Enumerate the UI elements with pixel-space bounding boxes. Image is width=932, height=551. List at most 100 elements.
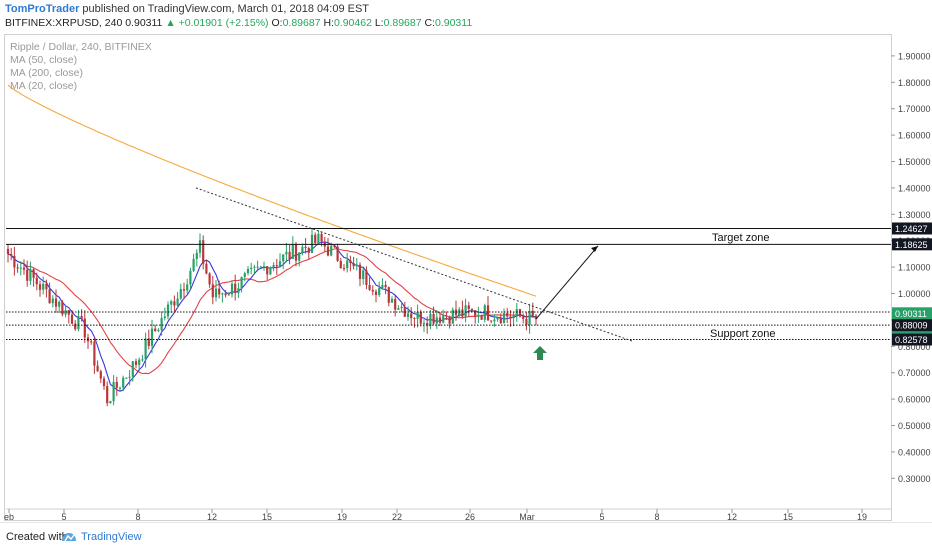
- projection-arrowhead: [591, 245, 598, 252]
- y-tick-label: 1.70000: [898, 104, 931, 114]
- candle-body: [234, 283, 237, 293]
- legend-ma200[interactable]: MA (200, close): [10, 67, 83, 79]
- trendline: [195, 187, 633, 342]
- candle: [166, 301, 170, 320]
- candle-body: [477, 314, 480, 317]
- time-axis[interactable]: eb 5 8 12 15 19 22 26 Mar 5 8 12 15 19: [4, 508, 891, 522]
- candle-body: [275, 265, 278, 267]
- candle: [480, 314, 483, 320]
- candle: [147, 329, 150, 350]
- candle-body: [410, 313, 413, 319]
- candle-body: [358, 264, 362, 279]
- candle-body: [394, 298, 397, 310]
- candle: [259, 265, 262, 268]
- candle-body: [10, 254, 13, 256]
- candle-body: [205, 263, 208, 274]
- candle: [227, 292, 230, 296]
- candle-body: [182, 289, 186, 291]
- candle: [256, 260, 259, 272]
- created-with-text: Created with: [6, 531, 68, 543]
- candle: [48, 282, 51, 304]
- author-link[interactable]: TomProTrader: [5, 3, 80, 15]
- candle-body: [131, 361, 134, 377]
- legend-ma50[interactable]: MA (50, close): [10, 54, 78, 66]
- candle: [291, 236, 294, 260]
- candle-body: [512, 315, 515, 319]
- candle: [352, 256, 355, 270]
- candle-body: [122, 377, 125, 388]
- candle: [38, 280, 42, 297]
- candle: [502, 308, 506, 324]
- high-label: H:: [323, 17, 334, 29]
- candle: [394, 294, 397, 317]
- price-axis[interactable]: 0.30000 0.40000 0.50000 0.60000 0.70000 0.800…: [891, 51, 931, 484]
- x-tick-label: 19: [337, 512, 347, 522]
- candle: [224, 290, 227, 298]
- candle: [448, 315, 451, 329]
- candle: [531, 302, 534, 318]
- candle-body: [384, 284, 387, 288]
- candle-body: [381, 284, 384, 288]
- tradingview-brand-link[interactable]: TradingView: [81, 531, 142, 543]
- candle-body: [102, 378, 106, 387]
- candle: [464, 298, 467, 323]
- candle-body: [435, 317, 438, 324]
- x-tick-label: 15: [783, 512, 793, 522]
- candle-body: [291, 244, 294, 259]
- price-badge-label: 0.82578: [895, 335, 928, 345]
- candle: [208, 272, 211, 288]
- candle-body: [240, 276, 243, 289]
- candle-body: [320, 233, 323, 242]
- y-tick-label: 1.10000: [898, 263, 931, 273]
- ma20-line: [7, 241, 537, 392]
- candle: [310, 228, 314, 254]
- y-tick-label: 0.40000: [898, 447, 931, 457]
- candle-body: [58, 301, 61, 307]
- projection-line: [535, 245, 599, 320]
- candle-body: [61, 301, 64, 315]
- candle: [493, 314, 496, 327]
- candle-body: [176, 298, 179, 306]
- candle-body: [307, 247, 310, 253]
- x-tick-label: 12: [727, 512, 737, 522]
- candle-body: [224, 293, 227, 296]
- candle-body: [355, 264, 358, 267]
- publish-line: TomProTrader published on TradingView.co…: [5, 3, 369, 15]
- candle: [378, 281, 381, 297]
- candle: [269, 266, 272, 276]
- candle: [195, 249, 198, 267]
- candle-body: [451, 309, 454, 324]
- candle-body: [160, 317, 163, 331]
- candle: [240, 276, 243, 293]
- candle: [211, 275, 214, 305]
- candle-body: [461, 309, 464, 317]
- candle-body: [163, 316, 166, 318]
- candle: [118, 386, 122, 392]
- candle-body: [397, 308, 400, 310]
- chart-header: TomProTrader published on TradingView.co…: [0, 0, 932, 32]
- candle: [483, 303, 486, 323]
- candle: [90, 339, 93, 345]
- candle: [419, 309, 422, 327]
- candle-body: [134, 361, 138, 365]
- candle: [154, 324, 157, 332]
- candle: [109, 400, 112, 404]
- candle: [134, 358, 138, 369]
- candle: [262, 261, 266, 271]
- candle-body: [157, 330, 160, 332]
- low-label: L:: [374, 17, 384, 29]
- footer: Created with TradingView: [0, 522, 932, 551]
- candles: [6, 228, 538, 407]
- candle-body: [342, 267, 346, 269]
- candle: [438, 312, 442, 326]
- candle-body: [378, 287, 381, 296]
- candle: [477, 306, 480, 323]
- buy-arrow-icon: [533, 346, 547, 360]
- legend-ma20[interactable]: MA (20, close): [10, 80, 78, 92]
- candle: [19, 261, 22, 276]
- candle: [400, 302, 403, 313]
- candle: [506, 307, 509, 323]
- candle: [86, 333, 90, 349]
- candle-body: [26, 269, 29, 281]
